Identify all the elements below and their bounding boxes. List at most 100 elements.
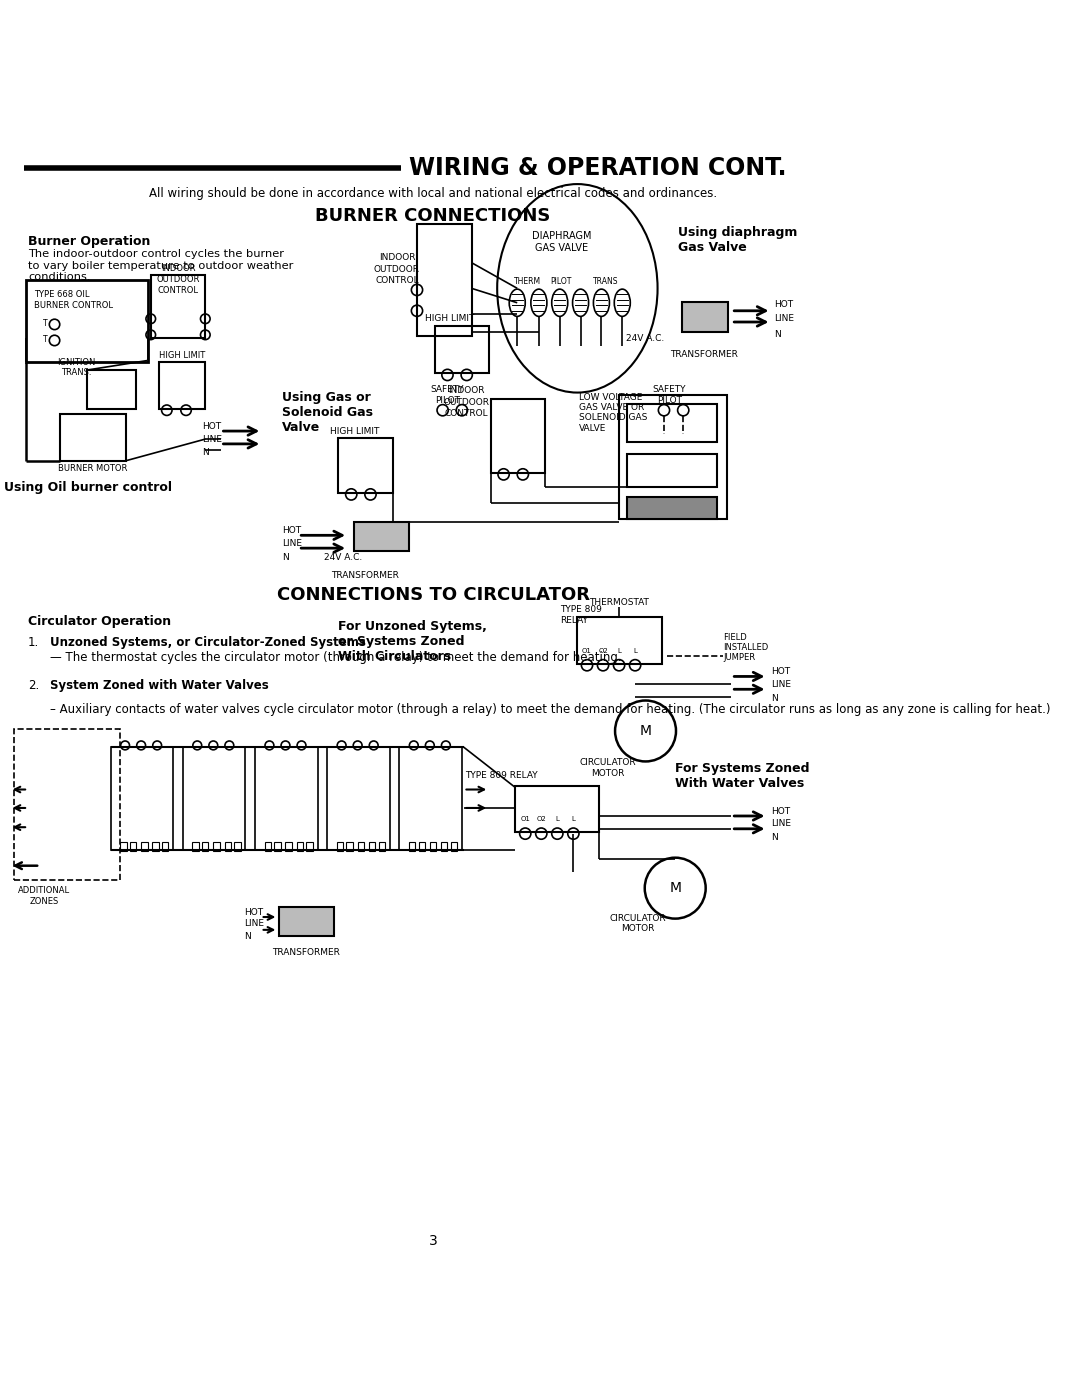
Bar: [419, 841, 426, 851]
Text: M: M: [639, 724, 651, 738]
Text: L: L: [617, 648, 621, 654]
Text: HIGH LIMIT: HIGH LIMIT: [426, 314, 474, 323]
Bar: [327, 747, 390, 849]
Text: N: N: [244, 932, 252, 940]
Text: TRANS: TRANS: [593, 278, 618, 286]
Bar: [214, 841, 219, 851]
Text: PILOT: PILOT: [551, 278, 572, 286]
Bar: [14, 729, 120, 880]
Text: BURNER MOTOR: BURNER MOTOR: [58, 464, 127, 474]
Bar: [225, 841, 231, 851]
Bar: [151, 275, 205, 338]
Text: DIAPHRAGM
GAS VALVE: DIAPHRAGM GAS VALVE: [531, 231, 591, 253]
Bar: [202, 841, 208, 851]
Text: Using Oil burner control: Using Oil burner control: [4, 481, 172, 493]
Text: IGNITION: IGNITION: [57, 358, 95, 366]
Bar: [159, 362, 205, 408]
Bar: [434, 326, 489, 373]
Text: Unzoned Systems, or Circulator-Zoned Systems: Unzoned Systems, or Circulator-Zoned Sys…: [50, 636, 366, 650]
Text: T: T: [42, 319, 48, 328]
Text: HOT: HOT: [244, 908, 264, 916]
Bar: [619, 395, 727, 520]
Bar: [26, 281, 148, 362]
Text: O2: O2: [537, 816, 546, 823]
Text: N: N: [774, 330, 781, 338]
Text: 2.: 2.: [28, 679, 39, 692]
Bar: [120, 841, 126, 851]
Ellipse shape: [593, 289, 609, 316]
Bar: [430, 841, 436, 851]
Text: FIELD
INSTALLED
JUMPER: FIELD INSTALLED JUMPER: [724, 633, 769, 662]
Bar: [130, 841, 136, 851]
Text: N: N: [202, 448, 208, 457]
Bar: [347, 841, 353, 851]
Text: O2: O2: [598, 648, 608, 654]
Text: LOW VOLTAGE
GAS VALVE OR
SOLENOID GAS
VALVE: LOW VOLTAGE GAS VALVE OR SOLENOID GAS VA…: [579, 393, 647, 433]
Text: L: L: [555, 816, 559, 823]
Text: INDOOR: INDOOR: [161, 264, 195, 272]
Bar: [357, 841, 364, 851]
Text: BURNER CONTROL: BURNER CONTROL: [33, 302, 112, 310]
Bar: [234, 841, 241, 851]
Ellipse shape: [615, 289, 631, 316]
Text: TRANSFORMER: TRANSFORMER: [670, 349, 738, 359]
Text: 3: 3: [429, 1234, 437, 1248]
Ellipse shape: [531, 289, 546, 316]
Bar: [265, 841, 271, 851]
Text: HIGH LIMIT: HIGH LIMIT: [330, 426, 380, 436]
Bar: [369, 841, 375, 851]
Text: L: L: [633, 648, 637, 654]
Text: HOT: HOT: [282, 527, 301, 535]
Text: Using Gas or
Solenoid Gas
Valve: Using Gas or Solenoid Gas Valve: [282, 391, 374, 434]
Text: BURNER CONNECTIONS: BURNER CONNECTIONS: [315, 207, 551, 225]
Bar: [417, 224, 472, 337]
Text: LINE: LINE: [774, 314, 794, 323]
Text: N: N: [282, 553, 289, 562]
Bar: [141, 841, 148, 851]
Bar: [450, 841, 457, 851]
Text: TYPE 668 OIL: TYPE 668 OIL: [33, 291, 90, 299]
Text: HOT: HOT: [771, 806, 791, 816]
Text: LINE: LINE: [244, 919, 265, 928]
Text: LINE: LINE: [282, 539, 302, 548]
Ellipse shape: [572, 289, 589, 316]
Bar: [441, 841, 447, 851]
Text: TRANSFORMER: TRANSFORMER: [272, 947, 340, 957]
Text: CIRCULATOR
MOTOR: CIRCULATOR MOTOR: [609, 914, 666, 933]
Text: HIGH LIMIT: HIGH LIMIT: [159, 351, 205, 360]
Text: OUTDOOR: OUTDOOR: [444, 398, 489, 407]
Bar: [400, 747, 462, 849]
Bar: [274, 841, 281, 851]
Ellipse shape: [509, 289, 525, 316]
Text: OUTDOOR: OUTDOOR: [374, 264, 420, 274]
Bar: [409, 841, 416, 851]
Bar: [515, 785, 599, 833]
Bar: [627, 454, 717, 488]
Text: LINE: LINE: [771, 820, 792, 828]
Text: SAFETY
PILOT: SAFETY PILOT: [431, 386, 464, 405]
Text: LINE: LINE: [202, 434, 222, 444]
Text: RELAY: RELAY: [559, 616, 588, 624]
Text: Burner Operation: Burner Operation: [28, 235, 150, 249]
Text: T: T: [42, 335, 48, 344]
Text: N: N: [771, 833, 779, 842]
Bar: [627, 404, 717, 443]
Text: — The thermostat cycles the circulator motor (through a relay) to meet the deman: — The thermostat cycles the circulator m…: [50, 651, 621, 664]
Bar: [152, 841, 159, 851]
Text: SAFETY
PILOT: SAFETY PILOT: [652, 386, 687, 405]
Bar: [490, 400, 545, 472]
Text: Using diaphragm
Gas Valve: Using diaphragm Gas Valve: [677, 226, 797, 254]
Bar: [681, 302, 728, 332]
Bar: [378, 841, 384, 851]
Bar: [285, 841, 292, 851]
Text: ADDITIONAL
ZONES: ADDITIONAL ZONES: [18, 887, 70, 905]
Text: O1: O1: [521, 816, 530, 823]
Text: CONTROL: CONTROL: [375, 275, 419, 285]
Text: TRANSFORMER: TRANSFORMER: [330, 571, 399, 580]
Text: – Auxiliary contacts of water valves cycle circulator motor (through a relay) to: – Auxiliary contacts of water valves cyc…: [50, 703, 1050, 715]
Text: The indoor-outdoor control cycles the burner
to vary boiler temperature to outdo: The indoor-outdoor control cycles the bu…: [28, 249, 294, 282]
Text: CIRCULATOR
MOTOR: CIRCULATOR MOTOR: [580, 759, 636, 778]
Bar: [354, 522, 409, 552]
Bar: [307, 841, 313, 851]
Text: System Zoned with Water Valves: System Zoned with Water Valves: [50, 679, 269, 692]
